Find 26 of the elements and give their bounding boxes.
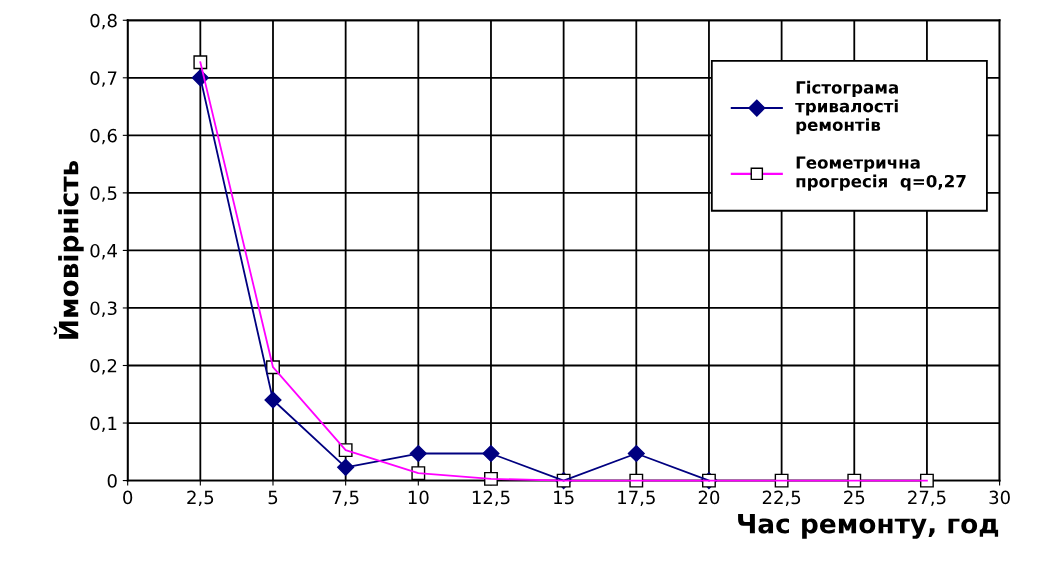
x-tick-label: 0	[123, 490, 133, 505]
x-tick-label: 17,5	[618, 490, 655, 507]
y-axis-title: Ймовірність	[53, 160, 84, 339]
x-tick-label: 7,5	[332, 490, 359, 507]
y-tick-label: 0	[107, 474, 117, 488]
x-tick-label: 10	[408, 490, 429, 505]
y-tick-label: 0,8	[90, 13, 117, 30]
y-tick-label: 0,5	[90, 186, 117, 202]
y-tick-label: 0,6	[90, 128, 117, 145]
x-tick-label: 15	[554, 490, 574, 505]
y-tick-label: 0,1	[90, 416, 117, 432]
x-tick-label: 12,5	[472, 490, 510, 507]
x-tick-label: 2,5	[187, 490, 214, 507]
y-tick-label: 0,3	[90, 301, 117, 317]
y-tick-label: 0,2	[90, 358, 117, 375]
y-tick-label: 0,4	[90, 243, 117, 260]
x-tick-label: 30	[989, 490, 1010, 505]
legend-label: Геометрична прогресія q=0,27	[796, 156, 966, 191]
x-axis-title: Час ремонту, год	[738, 513, 999, 539]
legend-label: Гістограма тривалості ремонтів	[795, 80, 898, 135]
x-tick-label: 5	[268, 490, 278, 505]
x-tick-label: 20	[698, 490, 720, 505]
x-tick-label: 27,5	[908, 490, 946, 507]
x-tick-label: 22,5	[762, 490, 801, 507]
y-tick-label: 0,7	[90, 71, 117, 87]
x-tick-label: 25	[844, 490, 865, 505]
